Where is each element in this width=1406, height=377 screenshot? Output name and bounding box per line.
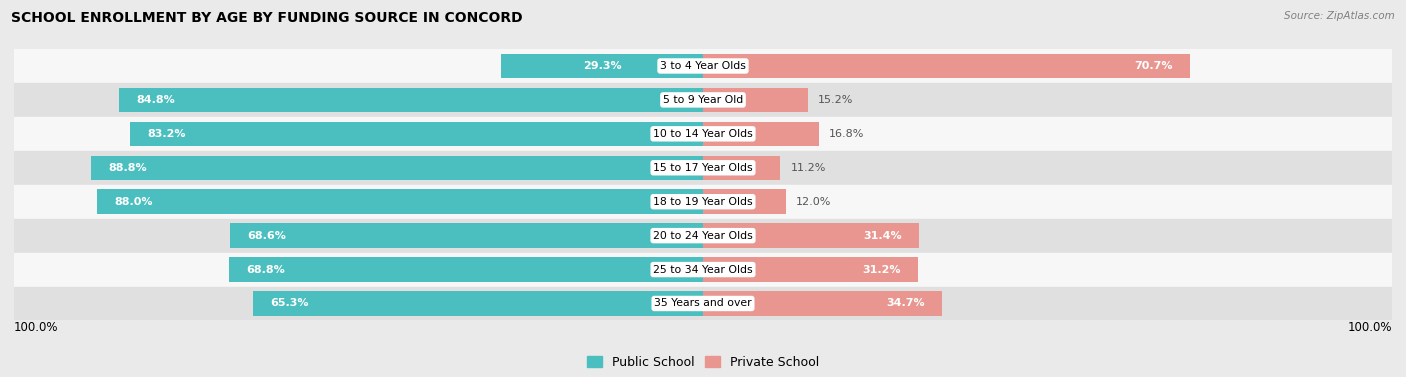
Bar [14, 185, 1392, 219]
Text: 84.8%: 84.8% [136, 95, 174, 105]
Text: 15 to 17 Year Olds: 15 to 17 Year Olds [654, 163, 752, 173]
Bar [253, 291, 703, 316]
Text: 70.7%: 70.7% [1135, 61, 1173, 71]
Text: 25 to 34 Year Olds: 25 to 34 Year Olds [654, 265, 752, 274]
Text: Source: ZipAtlas.com: Source: ZipAtlas.com [1284, 11, 1395, 21]
Text: 16.8%: 16.8% [830, 129, 865, 139]
Bar [703, 257, 918, 282]
Bar [703, 224, 920, 248]
Text: 83.2%: 83.2% [148, 129, 186, 139]
Text: 68.6%: 68.6% [247, 231, 287, 241]
Bar [703, 156, 780, 180]
Bar [118, 88, 703, 112]
Bar [703, 54, 1189, 78]
Text: 3 to 4 Year Olds: 3 to 4 Year Olds [659, 61, 747, 71]
Bar [14, 83, 1392, 117]
Text: 5 to 9 Year Old: 5 to 9 Year Old [662, 95, 744, 105]
Bar [97, 190, 703, 214]
Legend: Public School, Private School: Public School, Private School [582, 351, 824, 374]
Bar [129, 122, 703, 146]
Text: 34.7%: 34.7% [886, 299, 925, 308]
Text: 18 to 19 Year Olds: 18 to 19 Year Olds [654, 197, 752, 207]
Text: 29.3%: 29.3% [582, 61, 621, 71]
Bar [14, 49, 1392, 83]
Text: 20 to 24 Year Olds: 20 to 24 Year Olds [654, 231, 752, 241]
Bar [231, 224, 703, 248]
Bar [703, 122, 818, 146]
Text: 31.4%: 31.4% [863, 231, 903, 241]
Bar [501, 54, 703, 78]
Text: 11.2%: 11.2% [790, 163, 825, 173]
Text: 100.0%: 100.0% [1347, 322, 1392, 334]
Text: 68.8%: 68.8% [246, 265, 285, 274]
Text: 100.0%: 100.0% [14, 322, 59, 334]
Bar [229, 257, 703, 282]
Text: 88.8%: 88.8% [108, 163, 148, 173]
Text: 88.0%: 88.0% [114, 197, 152, 207]
Bar [14, 287, 1392, 320]
Bar [703, 190, 786, 214]
Bar [14, 151, 1392, 185]
Text: 12.0%: 12.0% [796, 197, 831, 207]
Text: SCHOOL ENROLLMENT BY AGE BY FUNDING SOURCE IN CONCORD: SCHOOL ENROLLMENT BY AGE BY FUNDING SOUR… [11, 11, 523, 25]
Bar [703, 88, 807, 112]
Text: 31.2%: 31.2% [862, 265, 901, 274]
Bar [703, 291, 942, 316]
Bar [14, 117, 1392, 151]
Text: 65.3%: 65.3% [270, 299, 309, 308]
Bar [14, 219, 1392, 253]
Bar [14, 253, 1392, 287]
Text: 35 Years and over: 35 Years and over [654, 299, 752, 308]
Text: 10 to 14 Year Olds: 10 to 14 Year Olds [654, 129, 752, 139]
Bar [91, 156, 703, 180]
Text: 15.2%: 15.2% [818, 95, 853, 105]
